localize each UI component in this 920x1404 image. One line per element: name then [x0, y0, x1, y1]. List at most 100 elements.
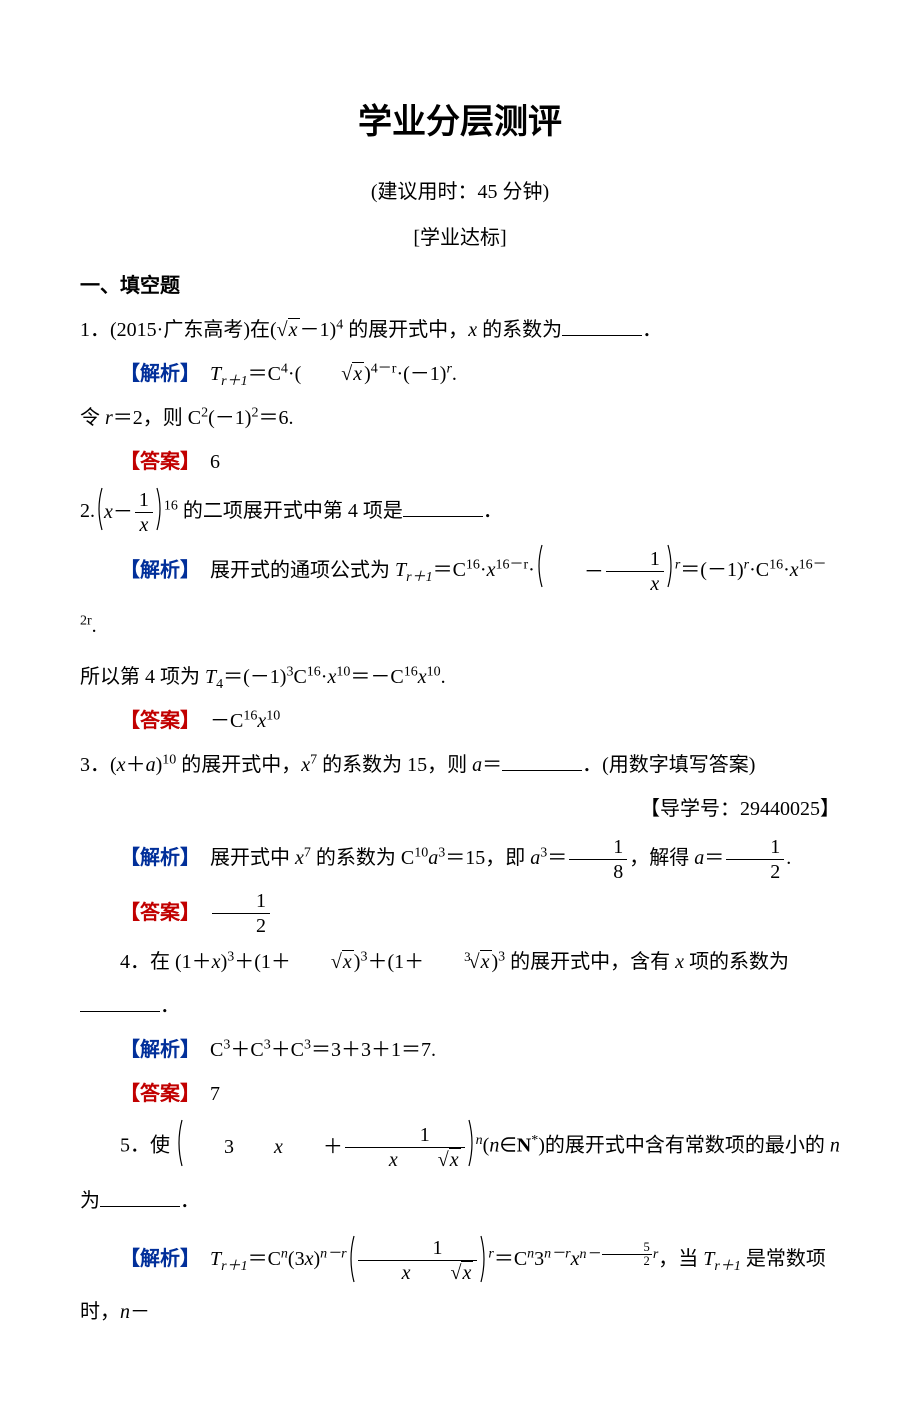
- q5-in: ∈: [499, 1135, 516, 1157]
- q2-ja: 展开式的通项公式为: [210, 559, 395, 581]
- paren-icon: 3x＋1x√x: [175, 1119, 476, 1175]
- q5-fnum: 1: [345, 1124, 465, 1147]
- q5-fdx: x: [389, 1149, 398, 1171]
- frac-icon: 1x√x: [345, 1124, 465, 1171]
- q4-js3: 3: [304, 1038, 311, 1053]
- q1-tail: 的系数为: [477, 319, 562, 341]
- q3-jxexp: 7: [304, 845, 311, 860]
- q4-answer: 【答案】 7: [80, 1075, 840, 1113]
- tiny-frac-icon: 52: [602, 1241, 652, 1268]
- q4-ans: 7: [210, 1083, 220, 1105]
- q3-jb: 的系数为 C: [311, 847, 414, 869]
- q4-blankline: ．: [80, 987, 840, 1025]
- frac-icon: 12: [212, 890, 270, 937]
- q5-jexp1: n－r: [320, 1247, 346, 1262]
- q3-prefix: 3．(: [80, 754, 117, 776]
- q2-stem: 2. x－1x 16 的二项展开式中第 4 项是．: [80, 487, 840, 538]
- cbrt-icon: 3√x: [424, 943, 491, 981]
- q3-jfnum: 1: [569, 836, 627, 859]
- q5-jx2: x: [571, 1248, 580, 1270]
- q2-l2C: C: [293, 666, 306, 688]
- q5-x: x: [234, 1121, 283, 1173]
- paren-icon: 1x√x: [347, 1235, 489, 1286]
- q4-ja: C: [210, 1039, 223, 1061]
- q2-l2csup: 16: [307, 664, 321, 679]
- jiexi-label: 【解析】: [120, 559, 190, 581]
- q2-fden: x: [139, 514, 148, 536]
- q5-jT2: T: [703, 1248, 714, 1270]
- q3-stem: 3．(x＋a)10 的展开式中，x7 的系数为 15，则 a＝．(用数字填写答案…: [80, 746, 840, 784]
- q1-prefix: 1．(2015·广东高考)在(: [80, 319, 277, 341]
- q1-answer: 【答案】 6: [80, 443, 840, 481]
- q1-ans: 6: [210, 451, 220, 473]
- q2-l2x2: x: [418, 666, 427, 688]
- part-label: 一、填空题: [80, 267, 840, 305]
- jiexi-label: 【解析】: [120, 363, 190, 385]
- q5-jcsup: n: [281, 1247, 288, 1262]
- q2-jcsup: 16: [466, 558, 480, 573]
- q4-cbidx: 3: [464, 949, 471, 964]
- q4-p2: ＋(1＋: [367, 951, 424, 973]
- q5-prefix: 5．使: [120, 1135, 175, 1157]
- q3-mid2: 的系数为 15，则: [317, 754, 472, 776]
- q2-jb: ＝C: [433, 559, 466, 581]
- q4-period: ．: [160, 995, 180, 1017]
- q2-ansxexp: 10: [266, 708, 280, 723]
- daan-label: 【答案】: [120, 902, 190, 924]
- q1-jiexi-line1: 【解析】 Tr＋1＝C4·(√x)4－r·(－1)r.: [80, 355, 840, 393]
- q2-tail: 的二项展开式中第 4 项是: [178, 500, 403, 522]
- q1-mid: 的展开式中，: [343, 319, 468, 341]
- sqrt-icon: √x: [398, 1149, 461, 1171]
- q3-ja: 展开式中: [210, 847, 295, 869]
- q2-minus: －: [113, 493, 133, 531]
- q4-js2: 3: [264, 1038, 271, 1053]
- frac-icon: 1x: [606, 548, 664, 595]
- blank: [403, 496, 483, 517]
- q3-mid1: 的展开式中，: [176, 754, 301, 776]
- q2-x: x: [104, 493, 113, 531]
- q1-csup: 4: [281, 361, 288, 376]
- q2-jxexp: 16－r: [495, 558, 528, 573]
- q1-Tsub: r＋1: [221, 374, 247, 389]
- q3-plus: ＋: [126, 754, 146, 776]
- q3-jf2num: 1: [726, 836, 784, 859]
- q2-l2a: 所以第 4 项为: [80, 666, 205, 688]
- q5-plus: ＋: [283, 1121, 343, 1173]
- q4-sqx: x: [343, 951, 352, 973]
- q3-jfden: 8: [569, 859, 627, 883]
- q3-ja4: a: [530, 847, 540, 869]
- q2-prefix: 2.: [80, 500, 95, 522]
- q4-p1: ＋(1＋: [234, 951, 291, 973]
- q3-jeq: ＝15，即: [445, 847, 530, 869]
- q3-x7: x: [301, 754, 310, 776]
- q5-fdsq: x: [450, 1149, 459, 1171]
- sqrt-icon: √x: [411, 1262, 474, 1284]
- page-title: 学业分层测评: [80, 90, 840, 155]
- q5-jTsub: r＋1: [221, 1259, 247, 1274]
- q3-ja5: a: [694, 847, 704, 869]
- q5-jx2fn: 5: [602, 1241, 652, 1254]
- q2-jiexi-line1: 【解析】 展开式的通项公式为 Tr＋1＝C16·x16－r· －1x r＝(－1…: [80, 544, 840, 652]
- q2-jend: .: [92, 615, 97, 637]
- q3-jiexi: 【解析】 展开式中 x7 的系数为 C10a3＝15，即 a3＝18，解得 a＝…: [80, 834, 840, 883]
- q2-jfnum: 1: [606, 548, 664, 571]
- q5-jpfdx: x: [402, 1262, 411, 1284]
- q1-sqrt-x: x: [289, 319, 298, 341]
- jiexi-label: 【解析】: [120, 1039, 190, 1061]
- q3-eq: ＝: [482, 754, 502, 776]
- q3-jeq3: ＝: [704, 847, 724, 869]
- q5-n2: n: [830, 1135, 840, 1157]
- q1-l2b: ＝2，则 C: [113, 407, 201, 429]
- daan-label: 【答案】: [120, 1083, 190, 1105]
- q5-n: n: [489, 1135, 499, 1157]
- q5-jpfdsq: x: [462, 1262, 471, 1284]
- q3-answer: 【答案】 12: [80, 889, 840, 938]
- paren-icon: －1x: [535, 544, 675, 600]
- q4-jp1: ＋C: [230, 1039, 263, 1061]
- q5-stem: 5．使 3x＋1x√x n(n∈N*)的展开式中含有常数项的最小的 n 为．: [80, 1119, 840, 1227]
- q3-tail: ．(用数字填写答案): [582, 754, 755, 776]
- q3-x: x: [117, 754, 126, 776]
- q5-j3: 3: [534, 1248, 544, 1270]
- q2-jdot: ·: [480, 559, 487, 581]
- q1-eq: ＝C: [248, 363, 281, 385]
